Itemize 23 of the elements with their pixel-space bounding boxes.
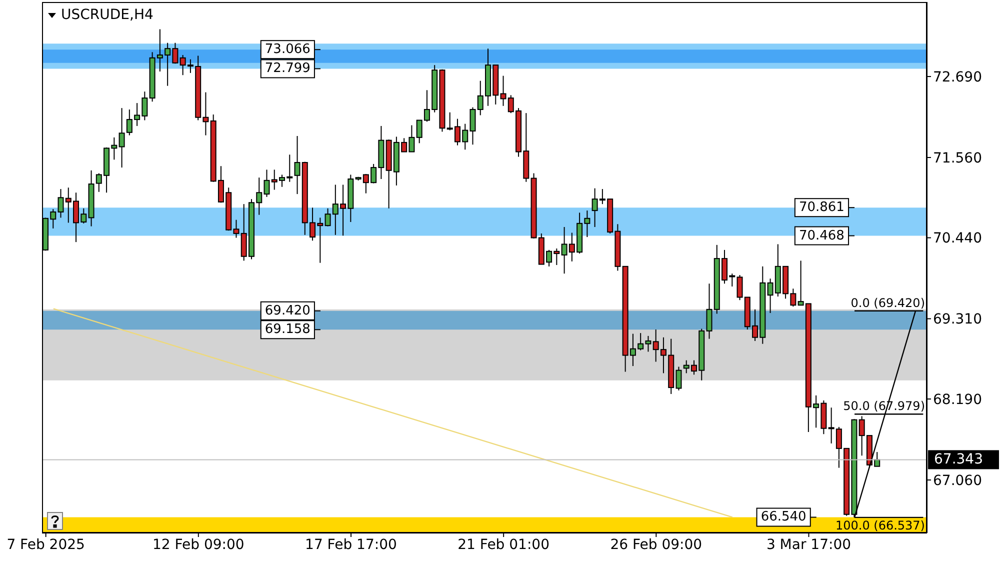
y-tick-label: 72.690	[933, 69, 982, 86]
annotation: 73.066	[264, 42, 310, 58]
y-tick-label: 68.190	[933, 392, 982, 408]
annotation: 66.540	[760, 510, 806, 525]
y-tick-label: 70.440	[933, 230, 982, 247]
x-tick-label: 7 Feb 2025	[6, 536, 85, 553]
x-tick-label: 12 Feb 09:00	[152, 536, 244, 553]
x-tick-label: 17 Feb 17:00	[305, 536, 397, 553]
annotation: 72.799	[264, 61, 310, 76]
y-tick-label: 71.560	[933, 150, 982, 166]
x-tick-label: 26 Feb 09:00	[610, 536, 702, 553]
series-label: 0.0 (69.420)	[850, 296, 925, 310]
annotation: 69.158	[264, 322, 310, 338]
chart-title: USCRUDE,H4	[61, 7, 154, 24]
annotation: 70.861	[798, 200, 844, 216]
annotation: 69.420	[264, 303, 310, 318]
x-tick-label: 21 Feb 01:00	[458, 536, 550, 553]
annotation: 70.468	[798, 228, 844, 244]
legend-label: 100.0 (66.537)	[835, 518, 925, 532]
y-tick-label: 69.310	[933, 312, 982, 328]
x-tick-label: 3 Mar 17:00	[766, 536, 852, 553]
ref-line-label: 67.343	[934, 452, 983, 468]
y-tick-label: 67.060	[933, 472, 982, 489]
